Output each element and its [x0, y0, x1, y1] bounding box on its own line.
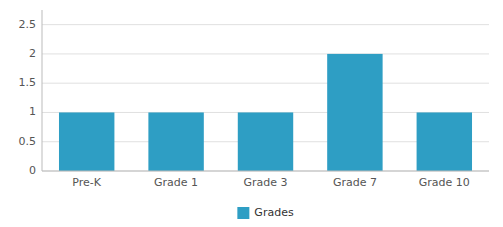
bars	[59, 54, 472, 171]
y-tick-label: 0.5	[19, 135, 37, 148]
x-tick-label: Grade 10	[419, 176, 470, 189]
legend: Grades	[237, 206, 294, 219]
legend-swatch	[237, 207, 249, 219]
x-tick-label: Grade 3	[243, 176, 287, 189]
y-axis-line	[42, 10, 43, 171]
grid-line	[42, 24, 489, 25]
y-tick-label: 1.5	[19, 76, 37, 89]
bar	[59, 112, 114, 171]
x-tick-label: Pre-K	[72, 176, 101, 189]
x-tick-label: Grade 7	[333, 176, 377, 189]
grid-line	[42, 171, 489, 172]
grid-line	[42, 53, 489, 54]
x-tick-label: Grade 1	[154, 176, 198, 189]
bar	[148, 112, 203, 171]
legend-label: Grades	[254, 206, 294, 219]
y-tick-label: 0	[29, 164, 36, 177]
chart-container: 0 0.5 1 1.5 2 2.5 Pre-K Grade 1 Grade 3 Grade 7 Gr…	[0, 0, 503, 227]
y-tick-label: 1	[29, 105, 36, 118]
y-tick-label: 2	[29, 47, 36, 60]
x-axis-line	[42, 171, 489, 172]
bar	[238, 112, 293, 171]
chart: 0 0.5 1 1.5 2 2.5 Pre-K Grade 1 Grade 3 Grade 7 Gr…	[0, 0, 503, 227]
bar	[417, 112, 472, 171]
y-grid	[42, 25, 489, 171]
grid-line	[42, 83, 489, 84]
bar	[327, 54, 382, 171]
y-tick-label: 2.5	[19, 18, 37, 31]
